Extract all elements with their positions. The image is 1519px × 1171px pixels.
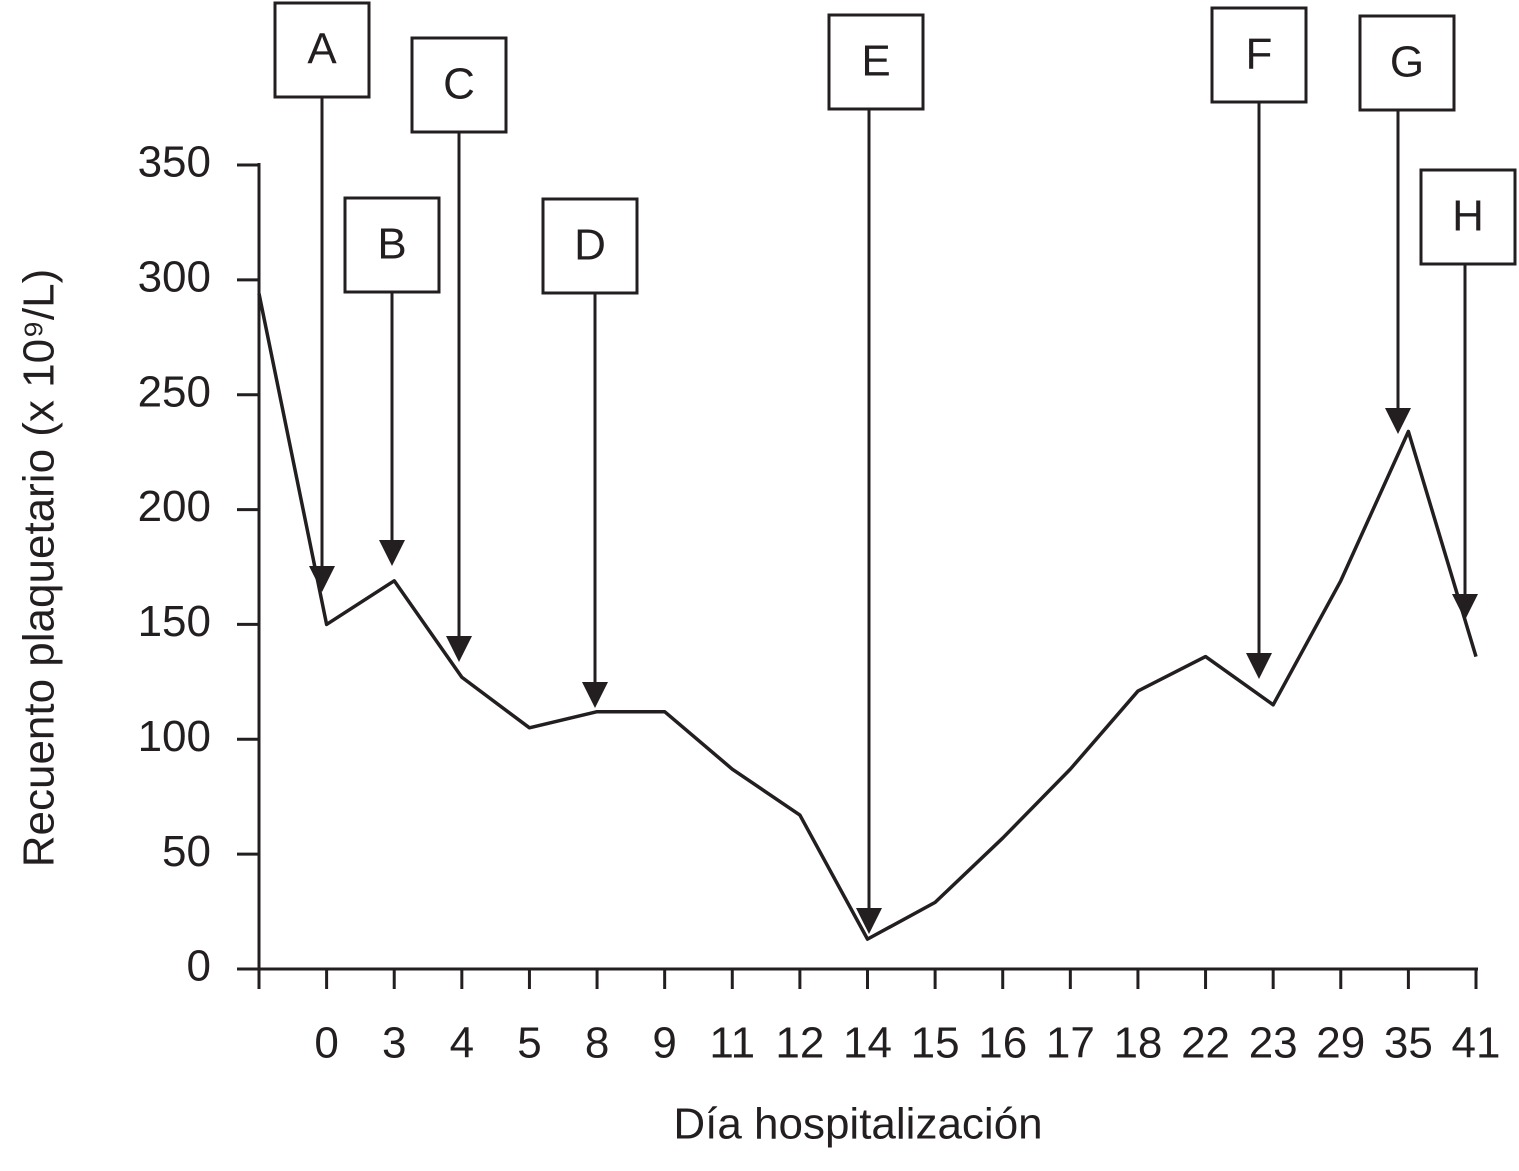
- annotation-box: [273, 1, 371, 99]
- y-tick-label: 0: [187, 942, 211, 991]
- arrow-head: [309, 566, 335, 592]
- annotation-label: D: [574, 221, 606, 270]
- x-axis-title: Día hospitalización: [673, 1100, 1042, 1149]
- x-tick-label: 41: [1452, 1019, 1501, 1068]
- arrow-head: [1385, 408, 1411, 434]
- annotation-label: F: [1246, 30, 1273, 79]
- x-tick-label: 14: [843, 1019, 892, 1068]
- y-tick-label: 300: [138, 252, 211, 301]
- arrow-head: [1452, 594, 1478, 620]
- x-tick-label: 29: [1316, 1019, 1365, 1068]
- annotation-box: [343, 196, 441, 294]
- x-tick-label: 23: [1249, 1019, 1298, 1068]
- annotation-label: H: [1452, 192, 1484, 241]
- annotation-label: B: [377, 220, 406, 269]
- annotation-label: G: [1390, 38, 1424, 87]
- annotation-label: C: [443, 60, 475, 109]
- x-tick-label: 8: [585, 1019, 609, 1068]
- y-tick-label: 250: [138, 367, 211, 416]
- x-tick-label: 16: [978, 1019, 1027, 1068]
- arrow-head: [856, 908, 882, 934]
- y-tick-label: 350: [138, 138, 211, 187]
- x-tick-label: 18: [1113, 1019, 1162, 1068]
- x-tick-label: 35: [1384, 1019, 1433, 1068]
- y-tick-label: 200: [138, 482, 211, 531]
- x-tick-label: 22: [1181, 1019, 1230, 1068]
- x-tick-label: 15: [911, 1019, 960, 1068]
- annotation-box: [1210, 6, 1308, 104]
- x-tick-label: 17: [1046, 1019, 1095, 1068]
- x-tick-label: 9: [652, 1019, 676, 1068]
- x-tick-label: 3: [382, 1019, 406, 1068]
- annotation-box: [827, 13, 925, 111]
- arrow-head: [1246, 653, 1272, 679]
- x-tick-label: 12: [775, 1019, 824, 1068]
- arrow-head: [379, 540, 405, 566]
- annotation-label: A: [307, 25, 337, 74]
- annotation-box: [1358, 14, 1456, 112]
- x-tick-label: 11: [709, 1019, 755, 1068]
- x-tick-label: 4: [450, 1019, 474, 1068]
- arrow-head: [582, 682, 608, 708]
- data-line: [257, 293, 1478, 941]
- arrow-head: [446, 636, 472, 662]
- y-tick-label: 50: [162, 827, 211, 876]
- x-tick-label: 5: [517, 1019, 541, 1068]
- y-axis-title: Recuento plaquetario (x 10⁹/L): [15, 269, 64, 868]
- y-tick-label: 100: [138, 712, 211, 761]
- annotation-box: [1419, 168, 1517, 266]
- annotation-label: E: [861, 37, 890, 86]
- x-tick-label: 0: [314, 1019, 338, 1068]
- annotation-box: [541, 197, 639, 295]
- y-tick-label: 150: [138, 597, 211, 646]
